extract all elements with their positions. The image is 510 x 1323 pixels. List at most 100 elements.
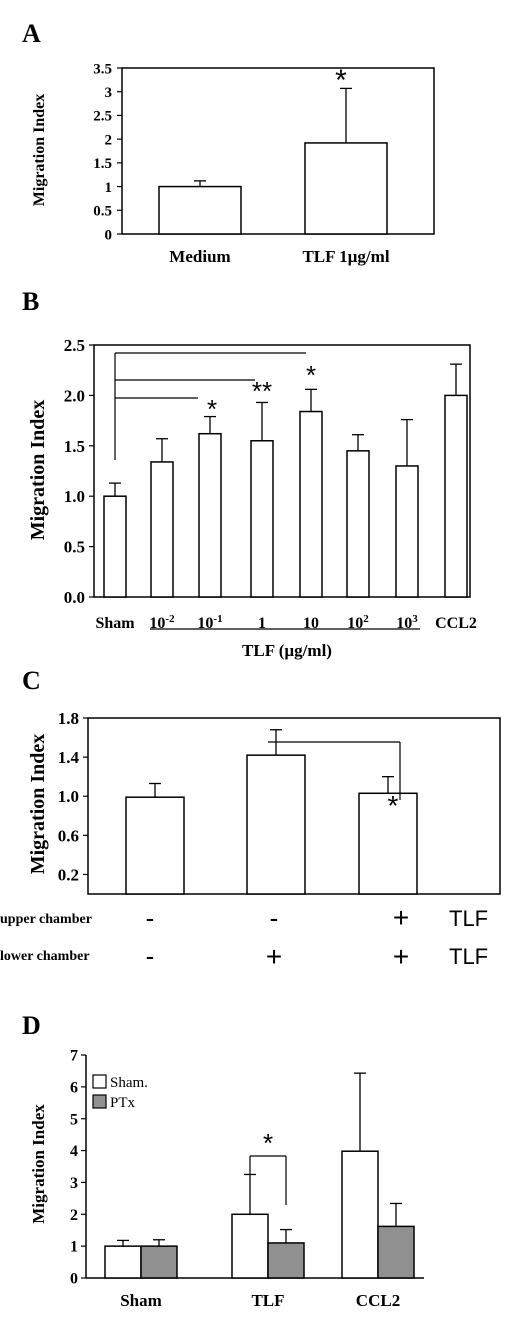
y-tick-label: 0	[105, 227, 113, 243]
panel-c-upper-mark-2: -	[270, 903, 279, 933]
panel-a-x-labels: Medium TLF 1µg/ml	[169, 247, 390, 266]
panel-b-bars	[103, 363, 468, 598]
y-tick-label: 1.4	[58, 748, 80, 767]
panel-b-significance-star-10: *	[306, 360, 316, 390]
panel-c-y-ticks: 0.2 0.6 1.0 1.4 1.8	[58, 709, 88, 884]
y-tick-label: 0.5	[64, 538, 85, 557]
y-tick-label: 0.5	[93, 204, 112, 220]
panel-b-bar	[395, 465, 419, 598]
panel-b-x-label: 10	[303, 615, 319, 632]
panel-a-bar	[304, 142, 388, 235]
panel-c-bar	[125, 796, 185, 895]
panel-b-x-label: 102	[347, 613, 369, 632]
panel-d-bar	[104, 1245, 142, 1279]
panel-b-significance-brackets	[114, 352, 306, 460]
panel-c-significance-star: *	[388, 790, 399, 821]
y-tick-label: 1.8	[58, 709, 79, 728]
panel-d-y-axis-label: Migration Index	[29, 1104, 48, 1224]
panel-c-lower-suffix: TLF	[449, 944, 488, 969]
panel-b-y-axis-label: Migration Index	[27, 400, 49, 541]
y-tick-label: 3.5	[93, 61, 112, 77]
y-tick-label: 2	[105, 132, 113, 148]
panel-label-d: D	[22, 1011, 41, 1040]
y-tick-label: 3	[105, 85, 113, 101]
panel-b-x-label: 103	[396, 613, 418, 632]
panel-a-y-ticks: 0 0.5 1 1.5 2 2.5 3 3.5	[93, 61, 122, 243]
y-tick-label: 3	[70, 1175, 78, 1192]
panel-b-y-ticks: 0.0 0.5 1.0 1.5 2.0 2.5	[64, 336, 94, 607]
panel-b-x-label: Sham	[95, 615, 135, 632]
panel-c-bars	[125, 729, 418, 895]
panel-c-upper-chamber-label: upper chamber	[0, 912, 92, 927]
panel-label-c: C	[22, 666, 41, 695]
panel-a-significance-star: *	[335, 64, 347, 97]
panel-d-bar	[377, 1225, 415, 1279]
panel-d-bar	[231, 1213, 269, 1279]
panel-c-lower-mark-2: +	[266, 941, 282, 972]
panel-a-plot-frame	[121, 67, 435, 235]
y-tick-label: 6	[70, 1079, 78, 1096]
panel-b-x-labels: Sham 10-2 10-1 1 10 102 103 CCL2	[95, 613, 476, 632]
y-tick-label: 0.0	[64, 588, 85, 607]
panel-c-chart: Migration Index 0.2 0.6 1.0 1.4 1.8 * upper …	[0, 709, 501, 972]
panel-a-chart: Migration Index 0 0.5 1 1.5 2 2.5 3 3.5 Medium T…	[31, 61, 435, 266]
panel-c-upper-mark-1: -	[146, 903, 155, 933]
panel-b-x-label: 10-2	[149, 613, 175, 632]
y-tick-label: 2	[70, 1207, 78, 1224]
panel-c-lower-mark-1: -	[146, 941, 155, 971]
y-tick-label: 2.0	[64, 386, 85, 405]
panel-d-bar	[140, 1245, 178, 1279]
panel-b-plot-frame	[93, 344, 471, 598]
panel-b-bar	[444, 394, 468, 598]
panel-d-x-labels: Sham TLF CCL2	[120, 1291, 400, 1310]
y-tick-label: 0.2	[58, 865, 79, 884]
panel-b-significance-star-1: **	[252, 376, 272, 406]
panel-b-x-label: 10-1	[197, 613, 222, 632]
panel-a-bar	[158, 185, 242, 235]
panel-d-legend-swatch-ptx	[92, 1094, 107, 1109]
y-tick-label: 5	[70, 1111, 78, 1128]
panel-b-bar	[346, 450, 370, 598]
panel-d-x-label: CCL2	[356, 1291, 400, 1310]
panel-c-lower-mark-3: +	[393, 941, 409, 972]
panel-d-x-label: Sham	[120, 1291, 162, 1310]
panel-c-y-axis-label: Migration Index	[27, 734, 49, 875]
panel-d-bar	[267, 1242, 305, 1279]
y-tick-label: 1.5	[64, 437, 85, 456]
y-tick-label: 0.6	[58, 826, 79, 845]
panel-d-chart: Migration Index 0 1 2 3 4 5 6 7 Sham TLF CCL2 Sha…	[29, 1048, 424, 1310]
panel-c-upper-mark-3: +	[393, 902, 409, 933]
panel-b-bar	[198, 432, 222, 598]
panel-c-lower-chamber-label: lower chamber	[0, 949, 90, 964]
panel-label-b: B	[22, 287, 39, 316]
y-tick-label: 7	[70, 1048, 78, 1065]
panel-b-bar	[299, 410, 323, 598]
panel-a-y-axis-label: Migration Index	[31, 94, 48, 206]
y-tick-label: 1	[105, 180, 113, 196]
panel-c-bar	[358, 792, 418, 895]
panel-b-x-axis-label: TLF (µg/ml)	[242, 641, 332, 660]
panel-label-a: A	[22, 19, 41, 48]
panel-b-significance-star-0-1: *	[207, 394, 217, 424]
panel-a-x-label: TLF 1µg/ml	[302, 247, 389, 266]
panel-b-bar	[103, 495, 127, 598]
panel-d-y-ticks: 0 1 2 3 4 5 6 7	[70, 1048, 86, 1288]
panel-c-bar	[246, 754, 306, 895]
y-tick-label: 2.5	[93, 109, 112, 125]
panel-b-x-label: 1	[258, 615, 266, 632]
panel-d-legend-swatch-sham	[92, 1074, 107, 1089]
panel-d-legend-label-ptx: PTx	[110, 1095, 136, 1111]
y-tick-label: 1.5	[93, 156, 112, 172]
y-tick-label: 1.0	[64, 487, 85, 506]
y-tick-label: 1	[70, 1239, 78, 1256]
panel-d-bars	[104, 1072, 415, 1279]
panel-b-chart: Migration Index 0.00.51.01.52.02.5 * ** …	[27, 336, 477, 660]
y-tick-label: 1.0	[58, 787, 79, 806]
panel-b-x-label: CCL2	[435, 615, 477, 632]
panel-d-x-label: TLF	[251, 1291, 284, 1310]
panel-b-bar	[250, 440, 274, 598]
panel-d-significance-star: *	[263, 1128, 273, 1158]
panel-a-bars	[158, 87, 388, 235]
panel-c-upper-suffix: TLF	[449, 906, 488, 931]
